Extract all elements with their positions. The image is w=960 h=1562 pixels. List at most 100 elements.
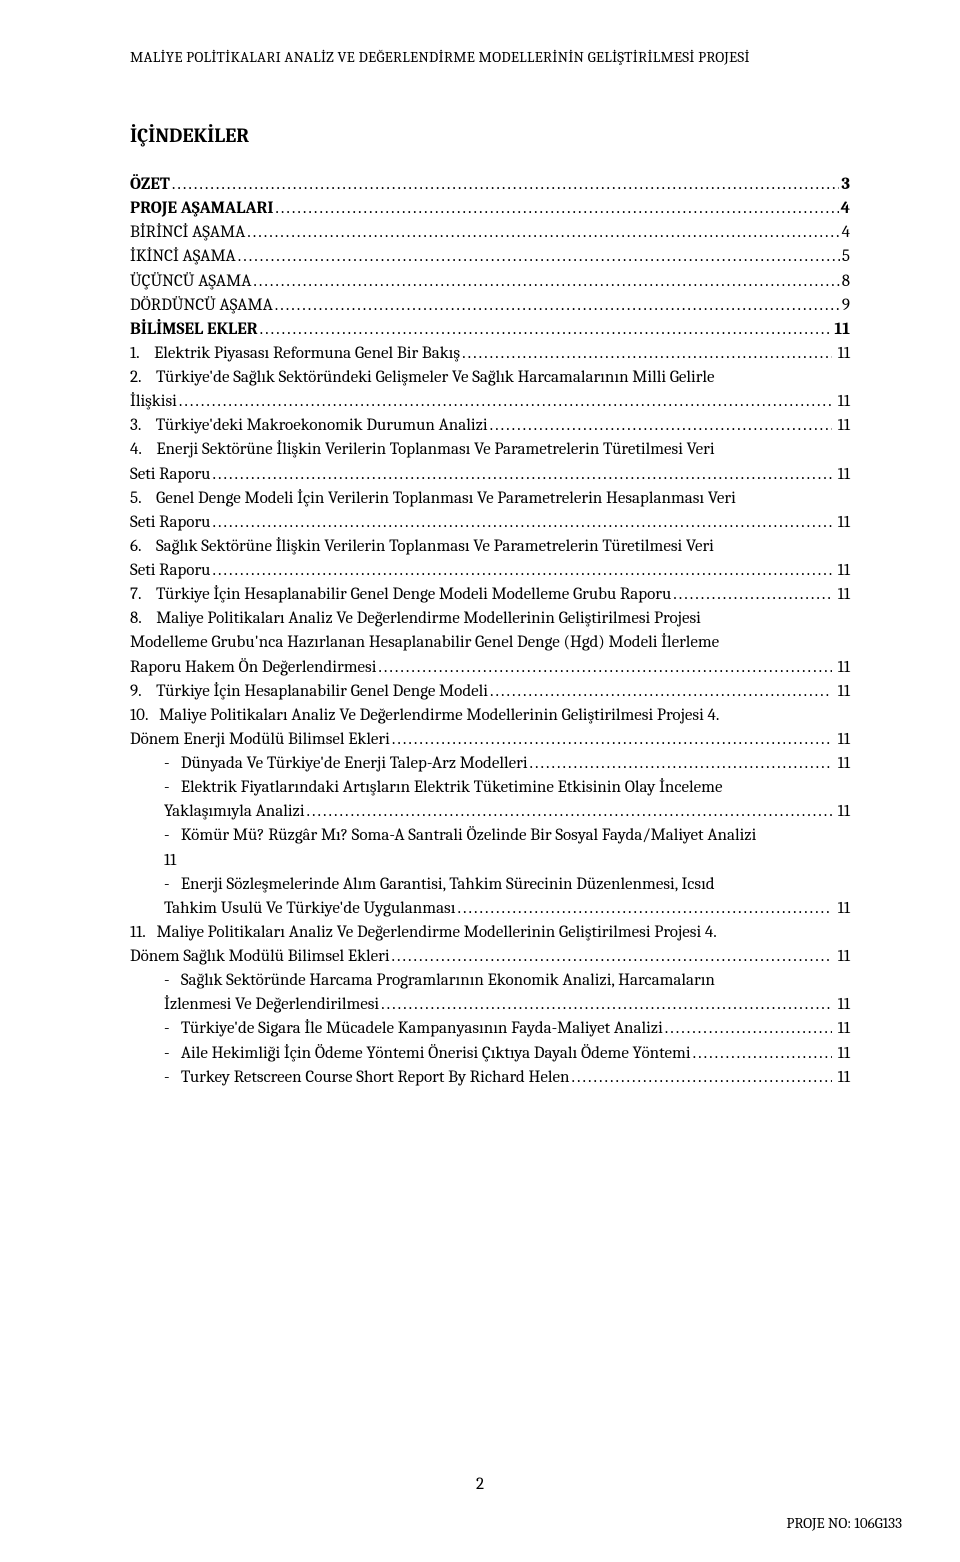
toc-entry-text: Türkiye'de Sigara İle Mücadele Kampanyas… — [181, 1017, 663, 1041]
toc-leader-dots: ........................................… — [663, 1017, 832, 1041]
toc-leader-dots: ........................................… — [305, 800, 832, 824]
toc-entry-label: - — [164, 873, 181, 897]
running-header: MALİYE POLİTİKALARI ANALİZ VE DEĞERLENDİ… — [130, 48, 850, 66]
toc-leader-dots: ........................................… — [390, 945, 832, 969]
toc-entry-text: Kömür Mü? Rüzgâr Mı? Soma-A Santrali Öze… — [181, 824, 756, 848]
toc-entry: 4. Enerji Sektörüne İlişkin Verilerin To… — [130, 438, 850, 462]
toc-entry: 10. Maliye Politikaları Analiz Ve Değerl… — [130, 704, 850, 728]
toc-entry-text: 11 — [164, 849, 176, 873]
toc-leader-dots: ........................................… — [691, 1042, 832, 1066]
toc-entry-label: 5. — [130, 487, 156, 511]
toc-entry-text: Elektrik Fiyatlarındaki Artışların Elekt… — [181, 776, 723, 800]
toc-entry-page: 3 — [839, 173, 850, 197]
toc-entry-text: İlişkisi — [130, 390, 177, 414]
toc-entry-page: 11 — [832, 993, 850, 1017]
toc-entry-label: - — [164, 1066, 181, 1090]
toc-entry-page: 11 — [832, 945, 850, 969]
toc-leader-dots: ........................................… — [569, 1066, 832, 1090]
toc-leader-dots: ........................................… — [273, 294, 840, 318]
toc-entry-text: DÖRDÜNCÜ AŞAMA — [130, 294, 273, 318]
toc-entry-label: 3. — [130, 414, 156, 438]
toc-entry-label: - — [164, 752, 181, 776]
toc-container: ÖZET....................................… — [130, 173, 850, 1090]
toc-entry-page: 11 — [832, 559, 850, 583]
toc-entry-page: 11 — [832, 897, 850, 921]
toc-leader-dots: ........................................… — [488, 680, 832, 704]
toc-entry: İzlenmesi Ve Değerlendirilmesi..........… — [130, 993, 850, 1017]
toc-entry-text: Enerji Sözleşmelerinde Alım Garantisi, T… — [181, 873, 715, 897]
toc-entry-label: 7. — [130, 583, 156, 607]
toc-entry: - Türkiye'de Sigara İle Mücadele Kampany… — [130, 1017, 850, 1041]
toc-entry-text: Elektrik Piyasası Reformuna Genel Bir Ba… — [154, 342, 460, 366]
toc-entry: Seti Raporu.............................… — [130, 559, 850, 583]
toc-entry-text: Türkiye'de Sağlık Sektöründeki Gelişmele… — [156, 366, 715, 390]
toc-entry-text: Türkiye'deki Makroekonomik Durumun Anali… — [156, 414, 488, 438]
toc-entry-text: Turkey Retscreen Course Short Report By … — [181, 1066, 570, 1090]
toc-leader-dots: ........................................… — [245, 221, 839, 245]
toc-entry-text: Genel Denge Modeli İçin Verilerin Toplan… — [156, 487, 736, 511]
toc-entry: - Kömür Mü? Rüzgâr Mı? Soma-A Santrali Ö… — [130, 824, 850, 848]
toc-entry-label: - — [164, 824, 181, 848]
toc-leader-dots: ........................................… — [455, 897, 832, 921]
toc-entry-label: - — [164, 969, 181, 993]
toc-entry: 9. Türkiye İçin Hesaplanabilir Genel Den… — [130, 680, 850, 704]
toc-entry-text: ÖZET — [130, 173, 170, 197]
toc-entry: - Aile Hekimliği İçin Ödeme Yöntemi Öner… — [130, 1042, 850, 1066]
toc-title: İÇİNDEKİLER — [130, 124, 850, 147]
toc-entry: 5. Genel Denge Modeli İçin Verilerin Top… — [130, 487, 850, 511]
toc-entry-text: Sağlık Sektöründe Harcama Programlarının… — [181, 969, 715, 993]
toc-entry-label: 9. — [130, 680, 156, 704]
toc-entry-label: - — [164, 776, 181, 800]
toc-entry: - Elektrik Fiyatlarındaki Artışların Ele… — [130, 776, 850, 800]
toc-entry-text: PROJE AŞAMALARI — [130, 197, 273, 221]
toc-entry-page: 11 — [832, 656, 850, 680]
toc-entry-page: 11 — [832, 342, 850, 366]
toc-entry: İKİNCİ AŞAMA............................… — [130, 245, 850, 269]
toc-entry-page: 11 — [832, 1066, 850, 1090]
toc-entry-label: 4. — [130, 438, 156, 462]
toc-entry-text: Dönem Sağlık Modülü Bilimsel Ekleri — [130, 945, 390, 969]
toc-entry-page: 5 — [840, 245, 850, 269]
toc-entry-text: Tahkim Usulü Ve Türkiye'de Uygulanması — [164, 897, 455, 921]
toc-entry-page: 4 — [839, 197, 850, 221]
toc-entry: Yaklaşımıyla Analizi....................… — [130, 800, 850, 824]
toc-entry: Modelleme Grubu'nca Hazırlanan Hesaplana… — [130, 631, 850, 655]
toc-leader-dots: ........................................… — [528, 752, 832, 776]
toc-entry-text: Türkiye İçin Hesaplanabilir Genel Denge … — [156, 583, 671, 607]
toc-entry-text: Dönem Enerji Modülü Bilimsel Ekleri — [130, 728, 390, 752]
toc-entry-page: 11 — [832, 511, 850, 535]
toc-entry-text: Seti Raporu — [130, 559, 210, 583]
toc-entry-page: 4 — [840, 221, 850, 245]
toc-entry-label: 8. — [130, 607, 156, 631]
toc-leader-dots: ........................................… — [379, 993, 832, 1017]
toc-entry-text: Enerji Sektörüne İlişkin Verilerin Topla… — [156, 438, 714, 462]
toc-entry: 2. Türkiye'de Sağlık Sektöründeki Gelişm… — [130, 366, 850, 390]
toc-entry-page: 9 — [840, 294, 850, 318]
toc-leader-dots: ........................................… — [236, 245, 840, 269]
toc-entry: 8. Maliye Politikaları Analiz Ve Değerle… — [130, 607, 850, 631]
toc-entry-page: 11 — [832, 414, 850, 438]
toc-entry-page: 11 — [832, 680, 850, 704]
toc-entry-page: 8 — [840, 270, 850, 294]
toc-leader-dots: ........................................… — [210, 559, 831, 583]
toc-leader-dots: ........................................… — [376, 656, 832, 680]
toc-leader-dots: ........................................… — [273, 197, 838, 221]
toc-entry-page: 11 — [832, 463, 850, 487]
toc-entry-page: 11 — [832, 800, 850, 824]
toc-entry-text: Maliye Politikaları Analiz Ve Değerlendi… — [159, 704, 719, 728]
toc-leader-dots: ........................................… — [460, 342, 832, 366]
toc-entry-text: İKİNCİ AŞAMA — [130, 245, 236, 269]
toc-entry-text: Sağlık Sektörüne İlişkin Verilerin Topla… — [156, 535, 714, 559]
toc-entry: 3. Türkiye'deki Makroekonomik Durumun An… — [130, 414, 850, 438]
toc-entry-text: Türkiye İçin Hesaplanabilir Genel Denge … — [156, 680, 488, 704]
toc-entry: Dönem Enerji Modülü Bilimsel Ekleri.....… — [130, 728, 850, 752]
toc-entry-text: Aile Hekimliği İçin Ödeme Yöntemi Öneris… — [181, 1042, 691, 1066]
toc-entry-page: 11 — [832, 583, 850, 607]
toc-entry-label: - — [164, 1042, 181, 1066]
toc-entry: - Dünyada Ve Türkiye'de Enerji Talep-Arz… — [130, 752, 850, 776]
toc-leader-dots: ........................................… — [170, 173, 840, 197]
toc-entry-label: 11. — [130, 921, 157, 945]
toc-entry-text: Raporu Hakem Ön Değerlendirmesi — [130, 656, 376, 680]
project-number: PROJE NO: 106G133 — [786, 1514, 902, 1532]
toc-entry: - Sağlık Sektöründe Harcama Programların… — [130, 969, 850, 993]
